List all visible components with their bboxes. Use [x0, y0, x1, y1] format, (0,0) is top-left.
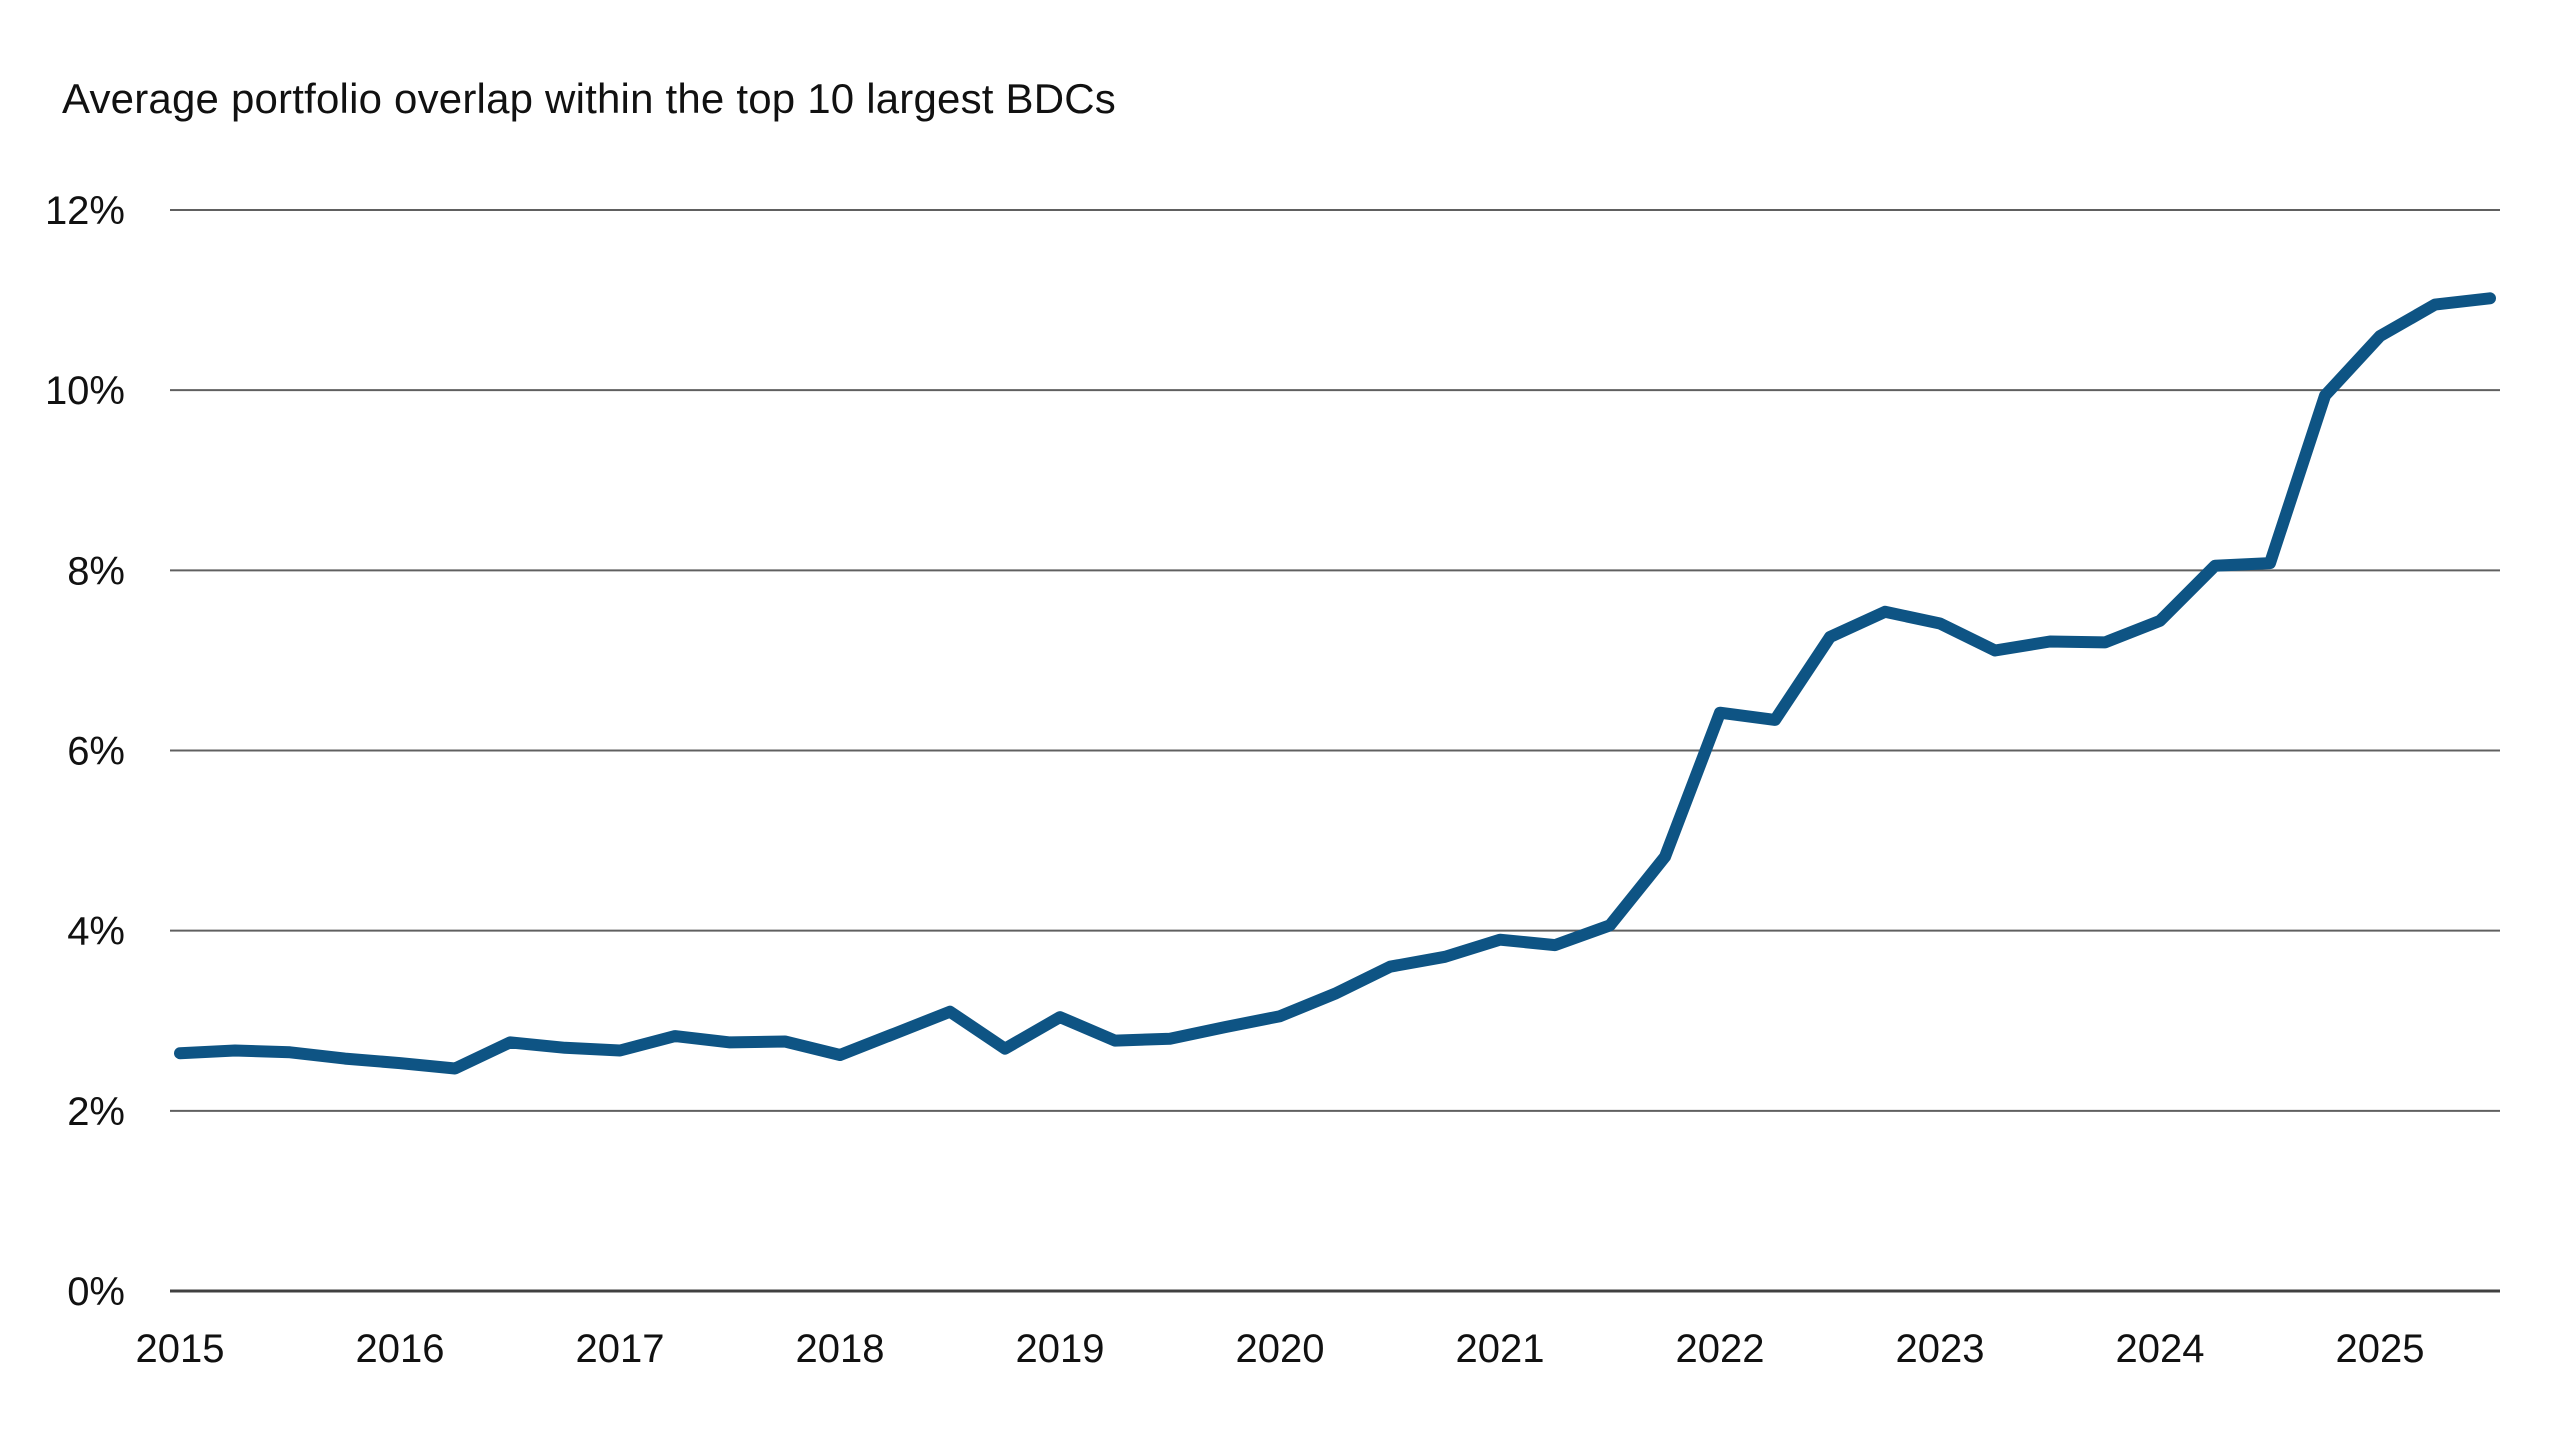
y-tick-label: 0%: [67, 1270, 125, 1314]
x-tick-label: 2016: [356, 1327, 445, 1371]
x-tick-label: 2020: [1236, 1327, 1325, 1371]
y-tick-label: 6%: [67, 730, 125, 774]
x-tick-label: 2019: [1016, 1327, 1105, 1371]
y-axis-tick-labels: 0% 2% 4% 6% 8% 10% 12%: [45, 189, 125, 1314]
y-tick-label: 2%: [67, 1090, 125, 1134]
x-tick-label: 2018: [796, 1327, 885, 1371]
chart-title: Average portfolio overlap within the top…: [62, 75, 1117, 122]
gridlines: [170, 209, 2500, 1293]
x-axis-tick-labels: 2015 2016 2017 2018 2019 2020 2021 2022 2023 2024…: [136, 1327, 2425, 1371]
x-tick-label: 2024: [2116, 1327, 2205, 1371]
x-tick-label: 2021: [1456, 1327, 1545, 1371]
x-tick-label: 2023: [1896, 1327, 1985, 1371]
y-tick-label: 10%: [45, 369, 125, 413]
x-tick-label: 2022: [1676, 1327, 1765, 1371]
overlap-series-line: [174, 292, 2496, 1075]
y-tick-label: 12%: [45, 189, 125, 233]
x-tick-label: 2017: [576, 1327, 665, 1371]
y-tick-label: 8%: [67, 549, 125, 593]
y-tick-label: 4%: [67, 910, 125, 954]
x-tick-label: 2015: [136, 1327, 225, 1371]
data-series: [174, 292, 2496, 1075]
x-tick-label: 2025: [2336, 1327, 2425, 1371]
